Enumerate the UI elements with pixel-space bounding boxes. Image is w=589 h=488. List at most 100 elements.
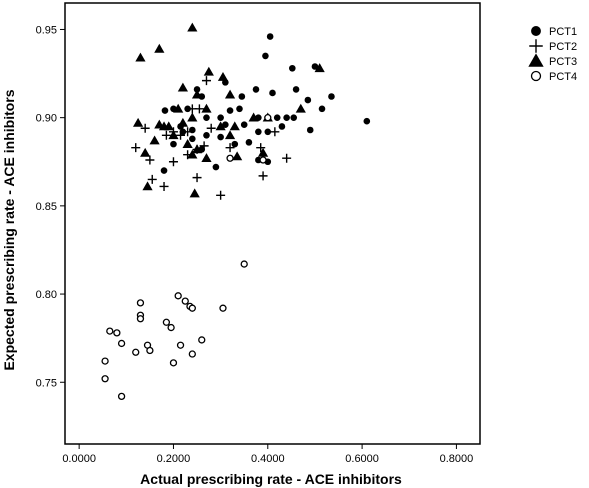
data-point-pct4 — [106, 327, 114, 335]
data-point-pct2 — [183, 127, 193, 137]
data-point-pct1 — [262, 52, 269, 60]
data-point-pct3 — [154, 43, 165, 53]
data-point-pct3 — [191, 144, 203, 154]
data-point-pct2 — [256, 143, 266, 153]
data-point-pct4 — [181, 297, 189, 305]
legend-item-pct2: PCT2 — [529, 39, 577, 53]
data-point-pct4 — [188, 304, 196, 312]
x-tick-label: 0.4000 — [251, 453, 285, 465]
legend: PCT1 PCT2 PCT3 PCT4 — [528, 26, 577, 83]
plot-frame-group — [64, 2, 481, 445]
data-point-pct2 — [168, 157, 178, 167]
data-point-pct1 — [306, 126, 314, 134]
data-point-pct4 — [117, 339, 126, 348]
data-point-pct4 — [264, 114, 272, 122]
data-point-pct3 — [248, 112, 259, 122]
data-point-pct1 — [203, 114, 210, 121]
data-point-pct2 — [282, 153, 292, 163]
data-point-pct1 — [363, 117, 371, 125]
data-point-pct2 — [216, 190, 226, 200]
x-tick-label: 0.6000 — [345, 453, 379, 465]
data-point-pct1 — [217, 133, 224, 141]
data-point-pct3 — [217, 71, 229, 81]
data-point-pct1 — [283, 114, 290, 121]
data-point-pct3 — [229, 121, 240, 131]
data-point-pct1 — [269, 89, 276, 97]
data-point-pct2 — [192, 173, 202, 183]
data-point-pct3 — [189, 188, 200, 198]
data-point-pct1 — [161, 107, 169, 114]
data-point-pct1 — [289, 64, 296, 72]
data-point-pct4 — [226, 154, 234, 162]
data-point-pct3 — [132, 117, 144, 127]
data-point-pct1 — [238, 93, 246, 100]
ticks-group: 0.0000 0.2000 0.4000 0.6000 0.8000 0.75 0.80 0.… — [36, 24, 474, 465]
data-point-pct1 — [273, 114, 281, 121]
data-point-pct2 — [187, 104, 197, 114]
data-point-pct4 — [132, 348, 140, 356]
data-point-pct3 — [187, 149, 198, 159]
data-point-pct3 — [149, 135, 160, 145]
legend-label-pct1: PCT1 — [549, 26, 577, 38]
data-point-pct3 — [140, 147, 151, 157]
data-point-pct4 — [101, 375, 109, 383]
data-point-pct3 — [203, 66, 214, 76]
data-point-pct4 — [167, 323, 175, 332]
data-point-pct3 — [142, 181, 153, 191]
data-point-pct4 — [176, 341, 185, 349]
data-point-pct3 — [232, 151, 243, 161]
data-point-pct1 — [245, 139, 253, 146]
y-axis-title: Expected prescribing rate - ACE inhibito… — [1, 89, 17, 370]
legend-item-pct4: PCT4 — [530, 70, 577, 83]
data-point-pct2 — [270, 127, 280, 137]
y-tick-label: 0.80 — [36, 289, 57, 301]
data-point-pct2 — [199, 141, 209, 151]
data-point-pct1 — [311, 63, 319, 70]
data-point-pct1 — [240, 121, 248, 129]
data-point-pct4 — [117, 392, 126, 401]
data-point-pct4 — [169, 359, 178, 367]
data-point-pct1 — [236, 105, 243, 113]
y-tick-label: 0.95 — [36, 24, 57, 36]
data-point-pct3 — [177, 117, 188, 127]
data-point-pct2 — [206, 123, 216, 133]
data-point-pct4 — [174, 292, 182, 300]
data-point-pct2 — [201, 76, 211, 86]
legend-marker-pct2 — [529, 39, 543, 53]
data-point-pct3 — [135, 52, 146, 62]
data-point-pct4 — [162, 318, 171, 326]
data-point-pct3 — [215, 121, 226, 131]
data-point-pct1 — [217, 114, 224, 121]
data-point-pct1 — [264, 128, 272, 136]
y-tick-label: 0.75 — [36, 377, 57, 389]
data-point-pct4 — [101, 357, 109, 365]
data-point-pct1 — [292, 86, 300, 93]
legend-item-pct1: PCT1 — [531, 26, 577, 38]
data-point-pct4 — [136, 315, 145, 323]
series-pct2 — [131, 76, 292, 200]
x-tick-label: 0.0000 — [62, 453, 96, 465]
legend-label-pct3: PCT3 — [549, 56, 577, 68]
data-point-pct3 — [191, 89, 203, 99]
legend-marker-pct4 — [530, 70, 542, 82]
x-tick-label: 0.2000 — [157, 453, 191, 465]
data-point-pct1 — [252, 86, 260, 93]
data-point-pct4 — [198, 336, 206, 344]
data-point-pct2 — [176, 130, 186, 140]
data-point-pct1 — [193, 86, 201, 93]
data-point-pct3 — [224, 130, 236, 140]
data-point-pct1 — [278, 123, 286, 130]
data-point-pct2 — [147, 174, 157, 184]
data-point-pct2 — [140, 123, 150, 133]
data-point-pct3 — [295, 103, 306, 113]
data-point-pct1 — [290, 114, 298, 121]
data-point-pct4 — [259, 156, 267, 164]
y-tick-label: 0.90 — [36, 113, 57, 125]
x-tick-label: 0.8000 — [440, 453, 474, 465]
legend-label-pct2: PCT2 — [549, 41, 577, 53]
data-point-pct1 — [226, 107, 234, 114]
data-point-pct3 — [201, 103, 212, 113]
data-point-pct1 — [170, 140, 177, 148]
data-point-pct1 — [179, 128, 187, 136]
